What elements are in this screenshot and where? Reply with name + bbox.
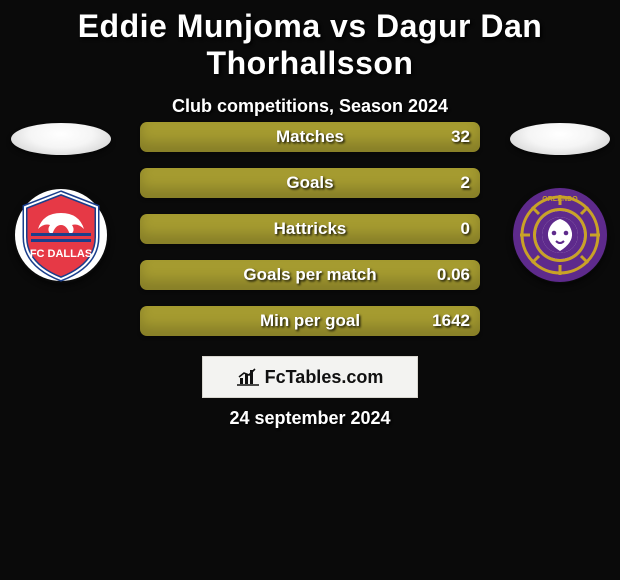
- stat-row-hattricks: Hattricks 0: [140, 214, 480, 244]
- date-line: 24 september 2024: [0, 408, 620, 429]
- page-title: Eddie Munjoma vs Dagur Dan Thorhallsson: [0, 0, 620, 82]
- brand-link[interactable]: FcTables.com: [202, 356, 418, 398]
- left-player-oval: [11, 123, 111, 155]
- stat-row-matches: Matches 32: [140, 122, 480, 152]
- stat-label: Matches: [276, 127, 344, 147]
- right-club-badge: ORLANDO: [512, 187, 608, 283]
- stat-right-value: 32: [451, 127, 470, 147]
- stat-right-value: 0: [461, 219, 470, 239]
- orlando-city-icon: ORLANDO: [512, 187, 608, 283]
- stat-bars: Matches 32 Goals 2 Hattricks 0 Goals per…: [140, 122, 480, 352]
- subtitle: Club competitions, Season 2024: [0, 96, 620, 117]
- stat-label: Goals: [286, 173, 333, 193]
- brand-chart-icon: [237, 368, 259, 386]
- stat-row-goals: Goals 2: [140, 168, 480, 198]
- svg-text:FC DALLAS: FC DALLAS: [29, 248, 91, 260]
- right-player-oval: [510, 123, 610, 155]
- left-player-side: FC DALLAS: [8, 123, 113, 283]
- stat-right-value: 2: [461, 173, 470, 193]
- stat-right-value: 0.06: [437, 265, 470, 285]
- stat-label: Goals per match: [243, 265, 376, 285]
- svg-text:ORLANDO: ORLANDO: [542, 196, 578, 203]
- brand-text: FcTables.com: [265, 367, 384, 388]
- right-player-side: ORLANDO: [507, 123, 612, 283]
- stat-row-gpm: Goals per match 0.06: [140, 260, 480, 290]
- left-club-badge: FC DALLAS: [13, 187, 109, 283]
- fc-dallas-icon: FC DALLAS: [13, 187, 109, 283]
- comparison-card: Eddie Munjoma vs Dagur Dan Thorhallsson …: [0, 0, 620, 580]
- stat-label: Hattricks: [274, 219, 347, 239]
- stat-row-mpg: Min per goal 1642: [140, 306, 480, 336]
- stat-right-value: 1642: [432, 311, 470, 331]
- stat-label: Min per goal: [260, 311, 360, 331]
